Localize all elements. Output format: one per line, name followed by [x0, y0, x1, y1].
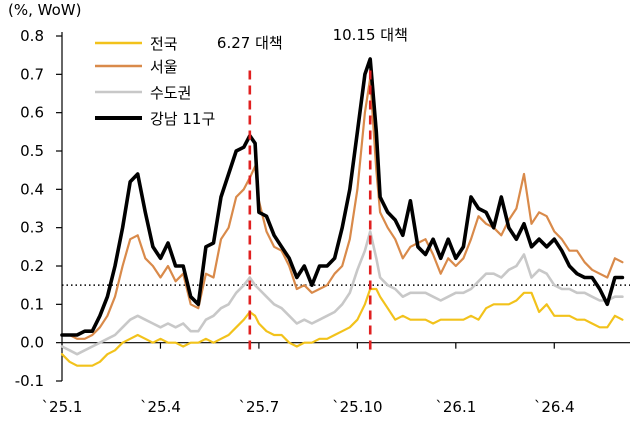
y-tick-label: 0.7: [20, 65, 44, 83]
x-tick-label: `25.10: [332, 398, 382, 416]
y-tick-label: 0.5: [20, 142, 44, 160]
y-tick-label: 0.2: [20, 257, 44, 275]
series-line-nationwide: [60, 287, 624, 367]
series-line-gangnam11: [60, 57, 625, 337]
x-tick-label: `25.4: [140, 398, 181, 416]
y-tick-label: 0.6: [20, 104, 44, 122]
y-tick-label: 0.4: [20, 180, 44, 198]
series-layer: [60, 57, 625, 367]
y-tick-label: 0.8: [20, 27, 44, 45]
y-tick-label: 0.0: [20, 334, 44, 352]
axes: -0.1 0.0 0.1 0.2 0.3 0.4 0.5 0.6 0.7 0.8 `25.1 `25.…: [15, 27, 630, 416]
x-tick-label: `25.1: [42, 398, 83, 416]
x-tick-label: `26.1: [435, 398, 476, 416]
policy-label-1: 6.27 대책: [217, 34, 283, 52]
x-tick-label: `25.7: [238, 398, 279, 416]
policy-annotations: 6.27 대책 10.15 대책: [217, 26, 408, 351]
y-tick-label: -0.1: [15, 372, 44, 390]
y-tick-label: 0.3: [20, 219, 44, 237]
y-tick-label: 0.1: [20, 295, 44, 313]
unit-label: (%, WoW): [8, 1, 81, 19]
legend-label-capital_area: 수도권: [150, 84, 191, 102]
x-tick-label: `26.4: [534, 398, 575, 416]
policy-label-2: 10.15 대책: [333, 26, 408, 44]
legend-label-nationwide: 전국: [150, 35, 178, 53]
series-line-seoul: [60, 77, 624, 340]
series-line-capital_area: [60, 230, 624, 356]
legend-label-seoul: 서울: [150, 58, 178, 76]
legend-label-gangnam11: 강남 11구: [150, 110, 215, 128]
